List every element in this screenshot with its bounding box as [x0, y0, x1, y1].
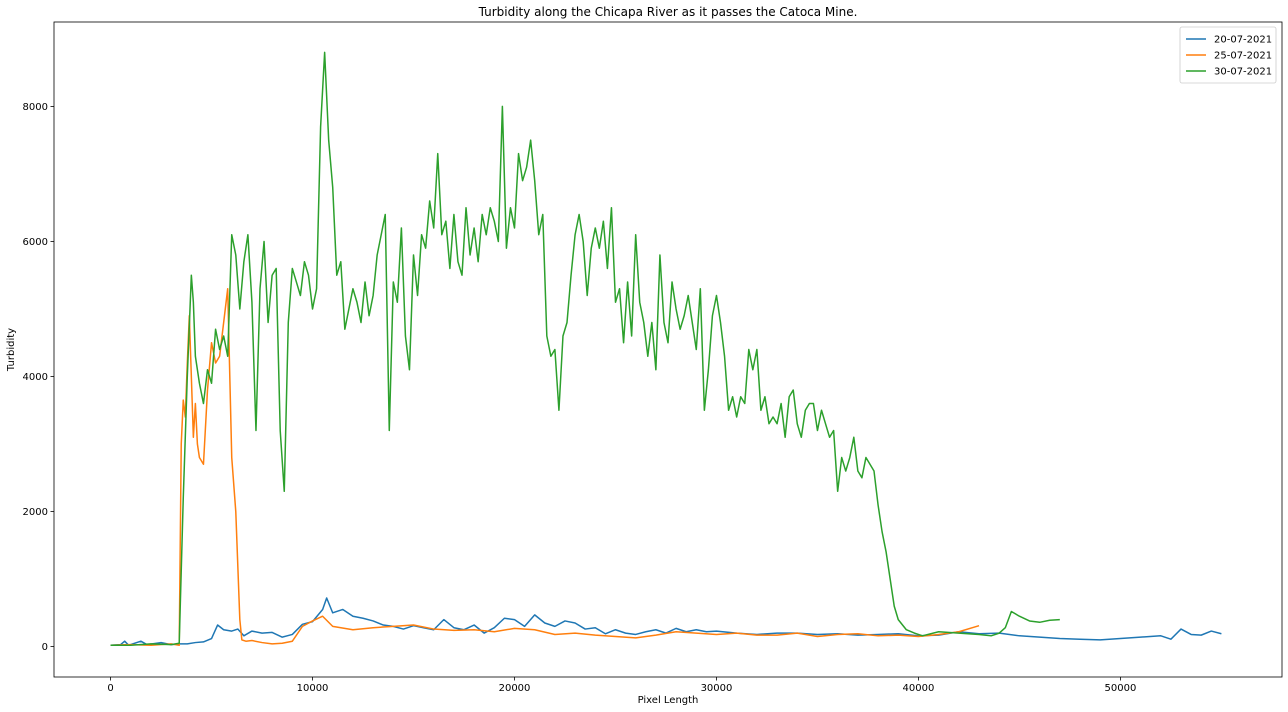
series-line-2 [110, 287, 980, 647]
y-tick-label: 0 [42, 642, 48, 653]
legend-label: 25-07-2021 [1214, 51, 1272, 62]
x-tick-label: 20000 [499, 683, 531, 694]
legend-box [1179, 26, 1277, 84]
x-axis-label: Pixel Length [638, 695, 699, 706]
chart-title: Turbidity along the Chicapa River as it … [478, 5, 858, 19]
x-tick-label: 10000 [297, 683, 329, 694]
legend-label: 30-07-2021 [1214, 67, 1272, 78]
y-axis-ticks: 0 2000 4000 6000 8000 [23, 102, 54, 653]
series-line-1 [110, 597, 1222, 647]
y-axis-label: Turbidity [6, 328, 17, 372]
legend-label: 20-07-2021 [1214, 35, 1272, 46]
plot-area [53, 21, 1283, 678]
y-tick-label: 2000 [23, 507, 48, 518]
y-tick-label: 4000 [23, 372, 48, 383]
x-tick-label: 50000 [1105, 683, 1137, 694]
x-tick-label: 30000 [701, 683, 733, 694]
x-tick-label: 40000 [903, 683, 935, 694]
plot-frame [53, 21, 1283, 678]
y-tick-label: 6000 [23, 237, 48, 248]
series-line-3 [110, 51, 1060, 647]
x-axis-ticks: 0 10000 20000 30000 40000 50000 [107, 677, 1136, 694]
legend: 20-07-2021 25-07-2021 30-07-2021 [1179, 26, 1277, 84]
x-tick-label: 0 [107, 683, 113, 694]
y-tick-label: 8000 [23, 102, 48, 113]
